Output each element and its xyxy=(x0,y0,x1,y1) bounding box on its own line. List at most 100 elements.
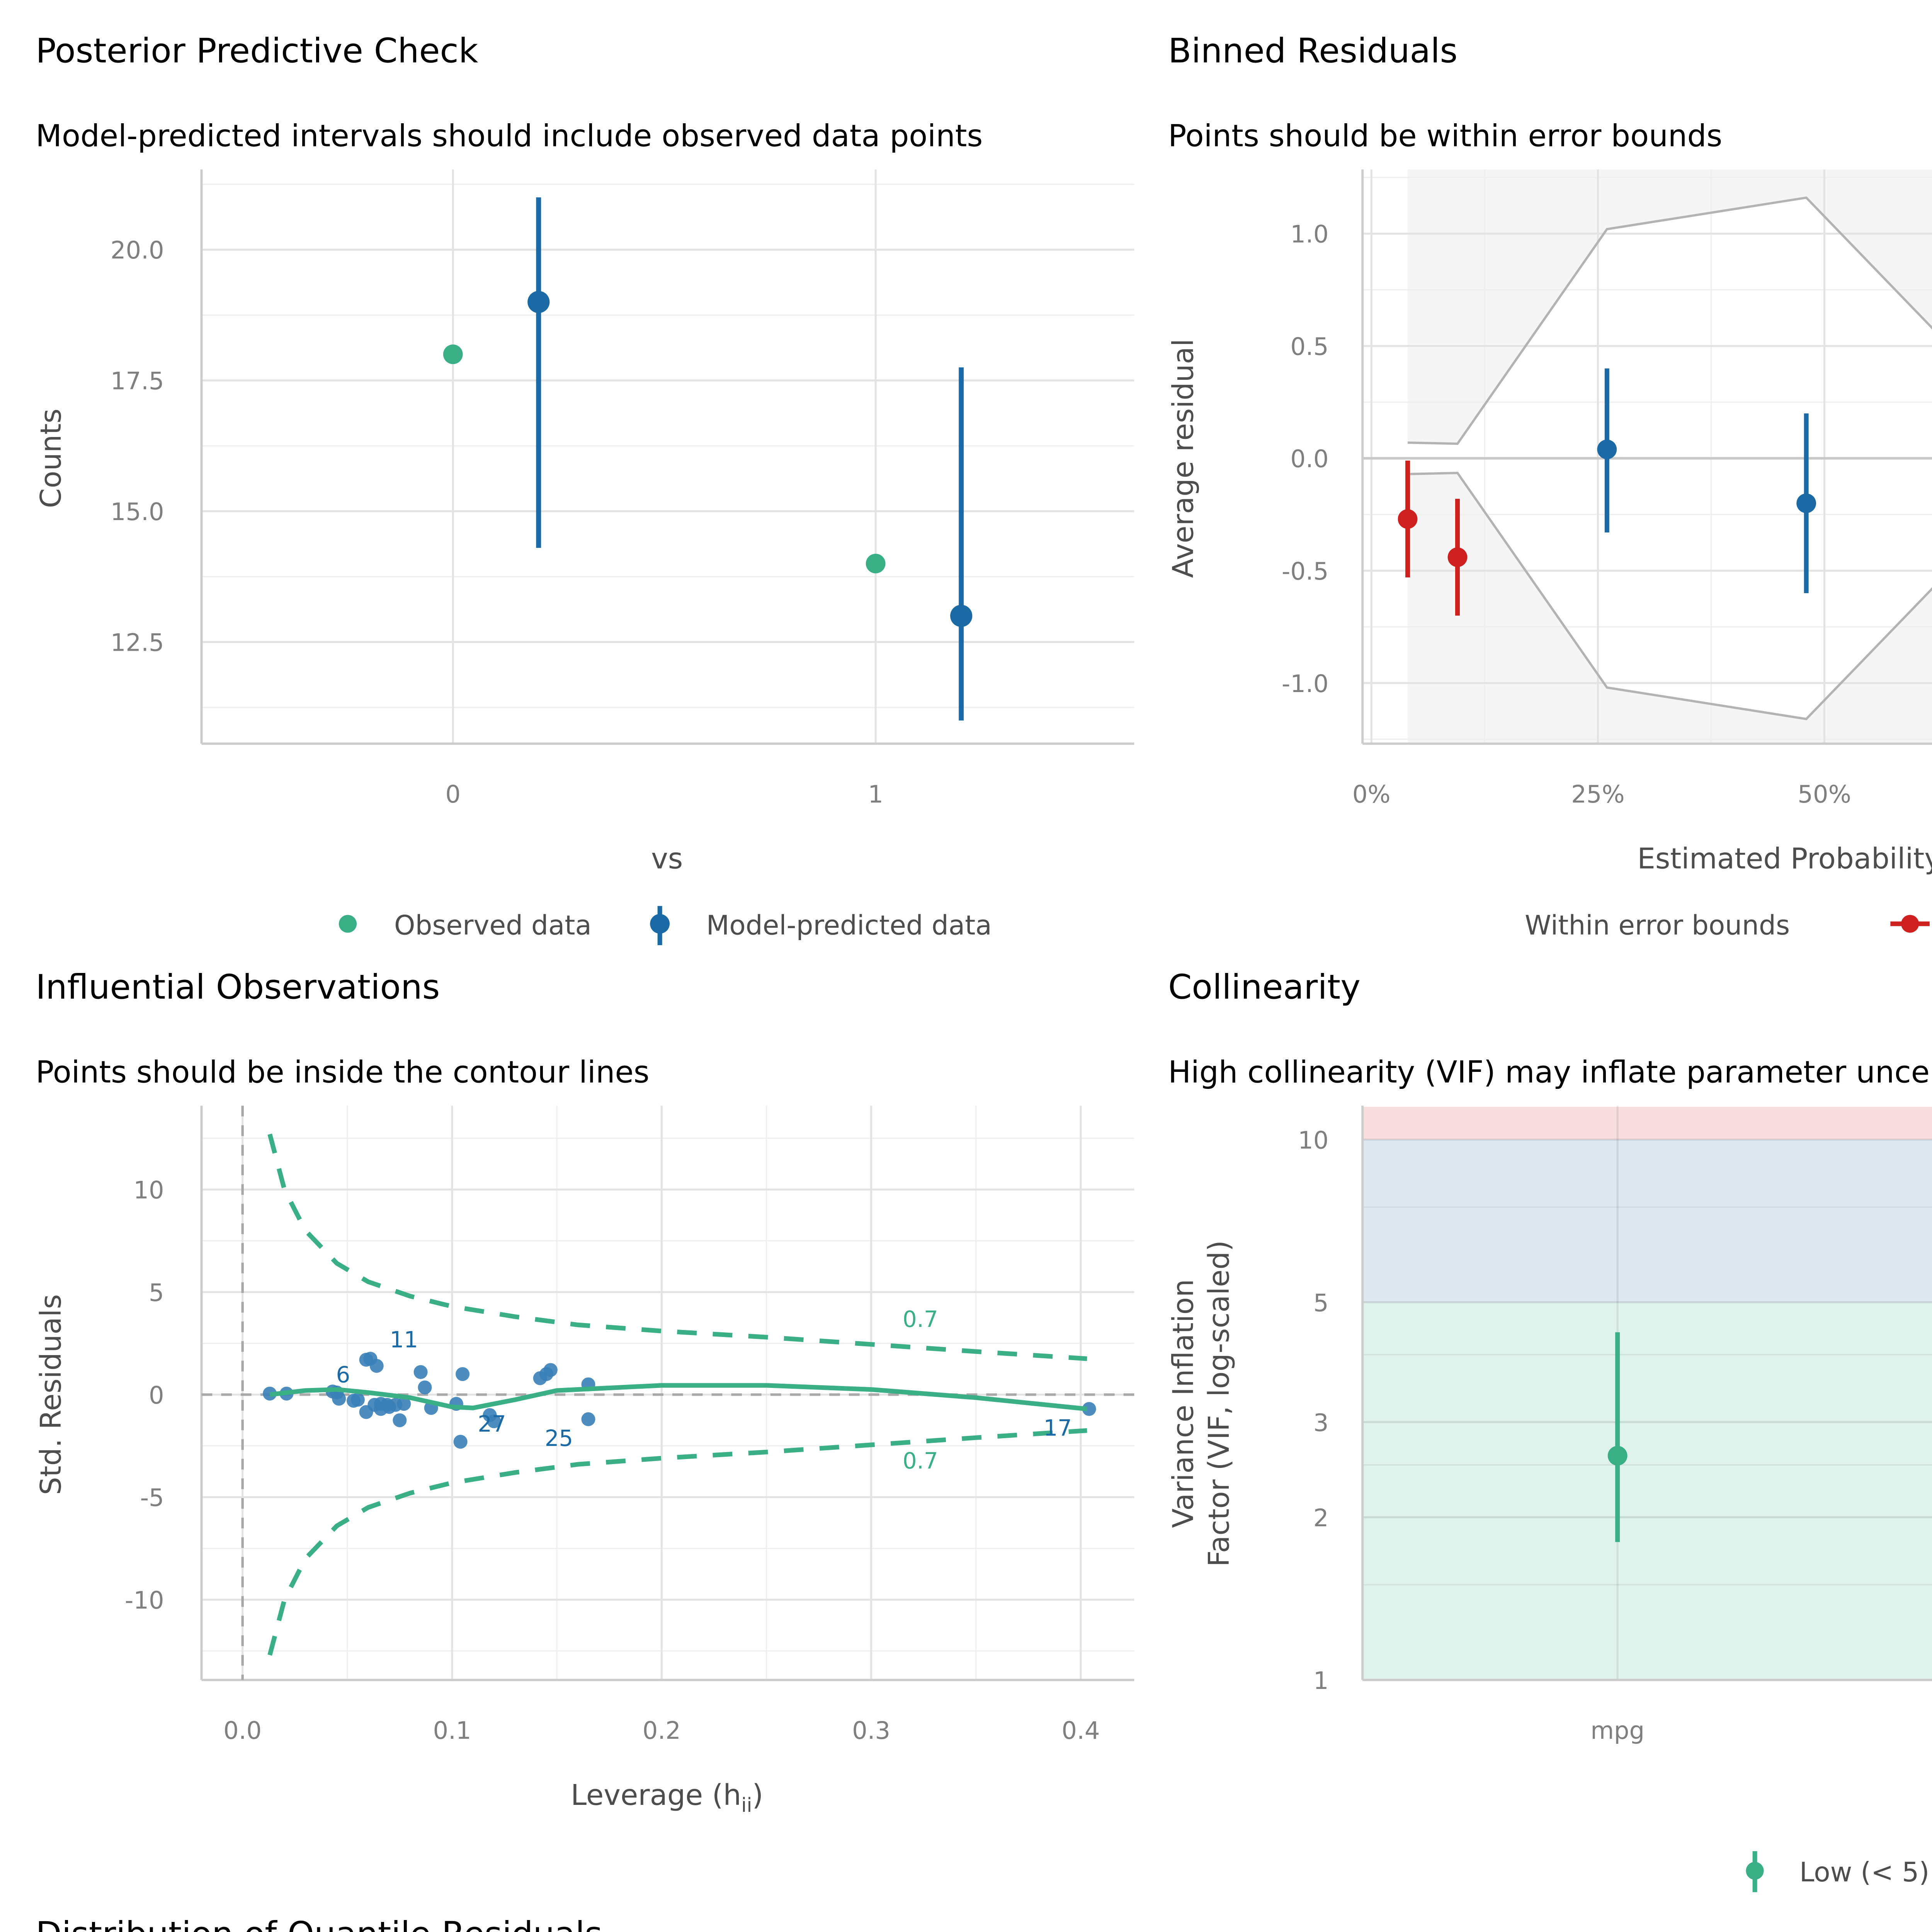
upper-bound-line xyxy=(1407,196,1932,445)
observation-point xyxy=(332,1391,346,1406)
panel-qq: Distribution of Quantile Residuals Dots … xyxy=(36,1914,602,1932)
y-tick-label: 10 xyxy=(133,1176,164,1204)
vif-zone-low xyxy=(1362,1302,1932,1680)
observed-point xyxy=(443,344,463,364)
collinearity-x-ticks: mpgwt xyxy=(1590,1716,1645,1745)
contour-label-upper: 0.7 xyxy=(903,1306,938,1332)
influential-y-ticks: -10 -5 0 5 10 xyxy=(125,1176,164,1615)
collinearity-legend: Low (< 5) xyxy=(1746,1851,1929,1892)
observation-point xyxy=(581,1412,595,1426)
x-tick-label: 0 xyxy=(445,780,461,808)
observation-point xyxy=(453,1435,468,1449)
ppc-title: Posterior Predictive Check xyxy=(36,31,478,71)
legend-low-icon xyxy=(1746,1862,1764,1880)
observation-point xyxy=(1082,1402,1096,1416)
x-tick-label: 0.1 xyxy=(433,1716,471,1745)
contour-label-lower: 0.7 xyxy=(903,1447,938,1474)
x-tick-label: 0% xyxy=(1352,780,1391,808)
legend-predicted-label: Model-predicted data xyxy=(706,910,992,941)
x-tick-label: 25% xyxy=(1571,780,1624,808)
legend-observed-label: Observed data xyxy=(394,910,592,941)
observation-label: 25 xyxy=(545,1425,573,1451)
y-tick-label: 20.0 xyxy=(111,236,164,264)
cooks-contour-lower xyxy=(267,1428,1087,1656)
predicted-point xyxy=(527,291,550,313)
binned-subtitle: Points should be within error bounds xyxy=(1168,118,1722,153)
legend-no-icon xyxy=(1901,915,1919,933)
observation-point xyxy=(413,1365,428,1379)
binned-marks xyxy=(1398,196,1932,720)
y-tick-label: -10 xyxy=(125,1586,164,1614)
y-tick-label: 0.5 xyxy=(1290,332,1328,361)
panel-ppc: Posterior Predictive Check Model-predict… xyxy=(34,31,1134,946)
panel-influential: Influential Observations Points should b… xyxy=(34,968,1134,1816)
binned-x-axis-title: Estimated Probability of vs xyxy=(1637,842,1932,876)
observation-point xyxy=(350,1393,365,1407)
observation-point xyxy=(369,1359,384,1373)
influential-subtitle: Points should be inside the contour line… xyxy=(36,1054,649,1090)
binned-y-ticks: -1.0 -0.5 0.0 0.5 1.0 xyxy=(1282,220,1329,698)
y-tick-label: 1 xyxy=(1313,1667,1329,1695)
x-tick-label: mpg xyxy=(1590,1716,1645,1745)
observation-point xyxy=(456,1367,470,1381)
y-tick-label: 5 xyxy=(149,1279,164,1307)
vif-zone-moderate xyxy=(1362,1139,1932,1303)
ppc-grid xyxy=(201,169,1134,744)
influential-x-axis-title: Leverage (hii) xyxy=(571,1779,763,1816)
influential-grid xyxy=(201,1105,1134,1680)
y-tick-label: 5 xyxy=(1313,1289,1329,1317)
y-tick-label: -0.5 xyxy=(1282,557,1329,585)
y-tick-label: -1.0 xyxy=(1282,670,1329,698)
collinearity-title: Collinearity xyxy=(1168,968,1361,1007)
observed-point xyxy=(866,554,886,573)
vif-point xyxy=(1607,1446,1628,1466)
influential-x-axis-title-close: ) xyxy=(752,1779,764,1812)
x-tick-label: 50% xyxy=(1798,780,1851,808)
cooks-contour-upper xyxy=(267,1133,1087,1361)
binned-x-ticks: 0%25%50%75%100% xyxy=(1352,780,1851,808)
y-tick-label: 0.0 xyxy=(1290,445,1328,473)
collinearity-y-axis-title-line2: Factor (VIF, log-scaled) xyxy=(1202,1240,1236,1567)
collinearity-y-ticks: 1 2 3 5 10 xyxy=(1298,1126,1328,1694)
x-tick-label: 0.3 xyxy=(852,1716,890,1745)
qq-title: Distribution of Quantile Residuals xyxy=(36,1914,602,1932)
lower-bound-line xyxy=(1407,471,1932,720)
binned-y-axis-title: Average residual xyxy=(1167,339,1200,578)
residual-point xyxy=(1398,509,1418,529)
y-tick-label: 1.0 xyxy=(1290,220,1328,248)
residual-point xyxy=(1447,547,1468,567)
y-tick-label: 0 xyxy=(149,1381,164,1409)
x-tick-label: 0.0 xyxy=(223,1716,262,1745)
loess-smooth-line xyxy=(269,1383,1087,1412)
y-tick-label: 17.5 xyxy=(111,367,164,395)
legend-low-label: Low (< 5) xyxy=(1799,1857,1929,1888)
residual-point xyxy=(1796,493,1816,513)
observation-point xyxy=(393,1413,407,1427)
ppc-subtitle: Model-predicted intervals should include… xyxy=(36,118,983,153)
ppc-y-axis-title: Counts xyxy=(34,408,68,508)
ppc-x-axis-title: vs xyxy=(651,842,683,876)
observation-label: 17 xyxy=(1044,1415,1072,1441)
observation-label: 6 xyxy=(336,1361,350,1388)
binned-legend: Within error bounds no yes xyxy=(1525,910,1930,941)
y-tick-label: 2 xyxy=(1313,1504,1329,1532)
y-tick-label: 3 xyxy=(1313,1409,1329,1437)
influential-title: Influential Observations xyxy=(36,968,440,1007)
ppc-marks xyxy=(443,197,973,721)
binned-bounds-band xyxy=(1408,169,1932,744)
x-tick-label: 1 xyxy=(868,780,883,808)
influential-marks: 0.7 0.7 6 11 27 25 17 xyxy=(201,1105,1134,1680)
observation-point xyxy=(397,1397,411,1411)
y-tick-label: 10 xyxy=(1298,1126,1328,1154)
ppc-legend: Observed data Model-predicted data xyxy=(338,906,992,946)
collinearity-y-axis-title-line1: Variance Inflation xyxy=(1167,1279,1200,1528)
x-tick-label: 0.4 xyxy=(1061,1716,1100,1745)
observation-point xyxy=(487,1414,501,1429)
influential-x-axis-title-main: Leverage (h xyxy=(571,1779,741,1812)
observation-label: 11 xyxy=(390,1327,418,1353)
x-tick-label: 0.2 xyxy=(643,1716,681,1745)
residual-point xyxy=(1597,439,1617,459)
collinearity-zones xyxy=(1362,1107,1932,1680)
